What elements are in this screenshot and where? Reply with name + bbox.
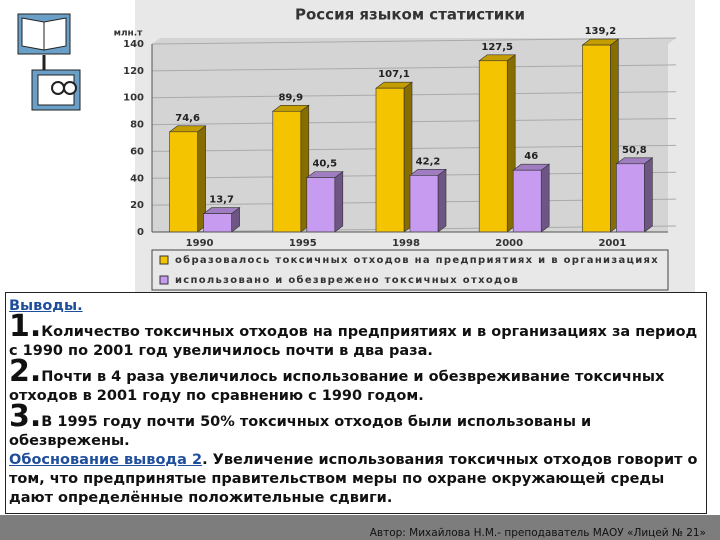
bar bbox=[203, 213, 232, 233]
legend-label: использовано и обезврежено токсичных отх… bbox=[175, 274, 519, 286]
x-tick-label: 1998 bbox=[392, 238, 420, 249]
bar-side bbox=[644, 157, 653, 233]
bar bbox=[272, 110, 302, 233]
chart-title: Россия языком статистики bbox=[295, 6, 525, 24]
y-tick-label: 120 bbox=[123, 66, 144, 77]
value-label: 74,6 bbox=[175, 113, 200, 124]
y-tick-label: 40 bbox=[130, 173, 144, 184]
y-tick-label: 0 bbox=[137, 227, 144, 238]
justification-link[interactable]: Обоснование вывода 2 bbox=[9, 452, 203, 468]
y-tick-label: 100 bbox=[123, 93, 144, 104]
value-label: 46 bbox=[524, 151, 538, 162]
value-label: 13,7 bbox=[209, 195, 234, 206]
bar bbox=[582, 44, 611, 233]
item-number: 1. bbox=[9, 309, 42, 344]
y-tick-label: 140 bbox=[123, 39, 144, 50]
grid-line bbox=[151, 37, 677, 45]
bar-side bbox=[437, 168, 447, 233]
bar-side bbox=[540, 163, 550, 233]
legend-swatch bbox=[159, 255, 169, 265]
book-pages bbox=[21, 17, 67, 51]
lens bbox=[51, 81, 65, 95]
legend-box bbox=[151, 249, 669, 291]
footer-bar: Автор: Михайлова Н.М.- преподаватель МАО… bbox=[0, 515, 720, 540]
x-tick-label: 2000 bbox=[495, 238, 523, 249]
bar bbox=[512, 169, 542, 233]
lens bbox=[63, 81, 77, 95]
bar bbox=[375, 87, 405, 233]
item-text: Почти в 4 раза увеличилось использование… bbox=[9, 369, 665, 404]
heading: Выводы. bbox=[9, 298, 83, 314]
justification-text: . Увеличение использования токсичных отх… bbox=[9, 452, 698, 506]
chart: Россия языком статистики млн.т 0 20 40 60 80… bbox=[17, 0, 695, 292]
bar bbox=[409, 175, 439, 233]
x-tick-label: 2001 bbox=[598, 238, 626, 249]
value-label: 40,5 bbox=[312, 159, 337, 170]
item-number: 3. bbox=[9, 399, 42, 434]
footer: Автор: Михайлова Н.М.- преподаватель МАО… bbox=[369, 527, 706, 539]
value-label: 50,8 bbox=[622, 145, 647, 156]
item-text: В 1995 году почти 50% токсичных отходов … bbox=[9, 414, 592, 449]
conclusions: Выводы. 1.Количество токсичных отходов н… bbox=[5, 292, 707, 514]
bar bbox=[169, 131, 198, 233]
bar bbox=[616, 163, 645, 233]
x-tick-label: 1990 bbox=[186, 238, 214, 249]
value-label: 89,9 bbox=[278, 92, 303, 103]
bar bbox=[478, 60, 508, 233]
icons bbox=[17, 13, 81, 111]
legend-swatch bbox=[159, 275, 169, 285]
value-label: 127,5 bbox=[481, 42, 513, 53]
legend-label: образовалось токсичных отходов на предпр… bbox=[175, 254, 659, 266]
y-tick-label: 60 bbox=[130, 146, 144, 157]
x-tick-label: 1995 bbox=[289, 238, 317, 249]
item-number: 2. bbox=[9, 354, 42, 389]
value-label: 139,2 bbox=[585, 26, 617, 37]
y-tick-label: 20 bbox=[130, 200, 144, 211]
value-label: 42,2 bbox=[416, 156, 441, 167]
bar-side bbox=[334, 171, 344, 233]
item-text: Количество токсичных отходов на предприя… bbox=[9, 324, 698, 359]
y-axis-label: млн.т bbox=[114, 29, 144, 39]
value-label: 107,1 bbox=[378, 69, 410, 80]
y-tick-label: 80 bbox=[130, 120, 144, 131]
bar bbox=[306, 177, 336, 233]
